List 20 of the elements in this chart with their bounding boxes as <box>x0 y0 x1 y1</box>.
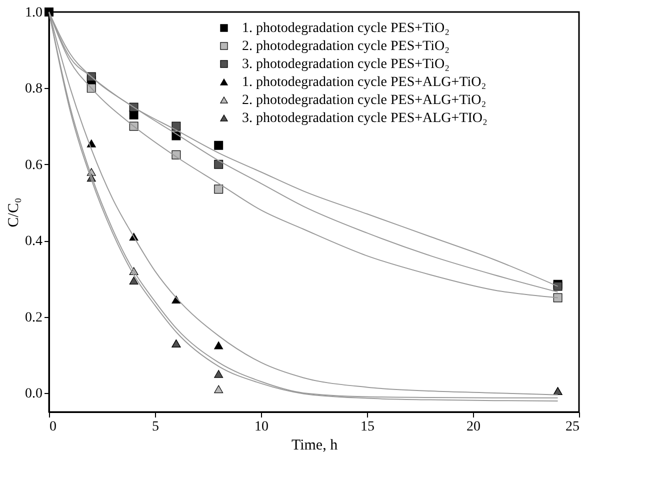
x-tick-label: 20 <box>466 420 480 434</box>
x-tick-label: 25 <box>566 420 580 434</box>
legend-label: 1. photodegradation cycle PES+ALG+TiO₂ <box>242 75 486 90</box>
legend-label: 2. photodegradation cycle PES+TiO₂ <box>242 39 450 54</box>
legend-label: 1. photodegradation cycle PES+TiO₂ <box>242 21 450 36</box>
y-tick-label: 0.2 <box>25 310 42 326</box>
y-tick-label: 0.6 <box>25 158 42 173</box>
x-axis-title: Time, h <box>291 438 338 454</box>
legend-label: 3. photodegradation cycle PES+ALG+TIO₂ <box>242 111 488 126</box>
y-axis-title: C/C₀ <box>6 198 22 228</box>
y-tick-label: 0.0 <box>25 386 42 402</box>
y-tick-label: 1.0 <box>25 6 42 20</box>
y-tick-label: 0.4 <box>25 234 42 250</box>
x-tick-label: 15 <box>360 420 374 434</box>
x-tick-label: 5 <box>152 420 159 434</box>
x-tick-label: 0 <box>50 420 56 434</box>
x-tick-label: 10 <box>254 420 268 434</box>
legend-label: 2. photodegradation cycle PES+ALG+TiO₂ <box>242 93 486 108</box>
y-tick-label: 0.8 <box>25 82 42 97</box>
legend-label: 3. photodegradation cycle PES+TiO₂ <box>242 57 450 72</box>
